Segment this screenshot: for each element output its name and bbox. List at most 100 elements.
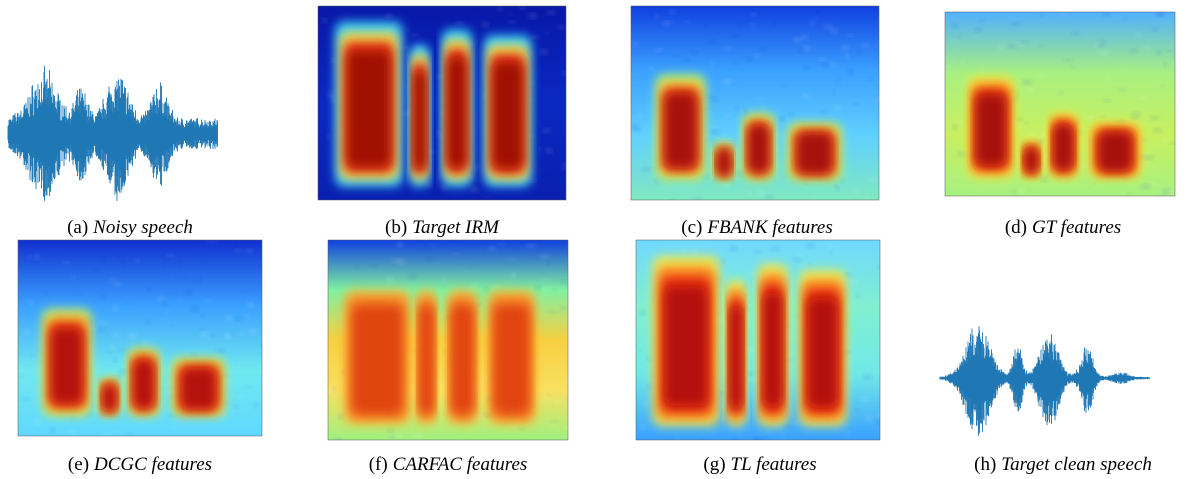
speckle xyxy=(68,430,75,434)
speckle xyxy=(757,190,764,196)
speckle xyxy=(34,255,39,260)
caption-title: Noisy speech xyxy=(93,217,193,238)
speckle xyxy=(1040,14,1043,18)
speckle xyxy=(804,66,810,71)
speckle xyxy=(535,286,541,290)
speckle xyxy=(143,340,150,344)
speckle xyxy=(1071,65,1075,68)
speckle xyxy=(1009,19,1017,22)
speckle xyxy=(736,170,742,176)
speckle xyxy=(190,353,197,357)
speckle xyxy=(971,35,980,37)
speckle xyxy=(389,197,393,200)
speckle xyxy=(540,254,548,258)
speckle xyxy=(544,32,549,34)
speckle xyxy=(773,22,777,26)
speckle xyxy=(483,375,490,380)
speckle xyxy=(194,254,203,257)
speckle xyxy=(538,400,547,403)
speckle xyxy=(327,51,333,56)
speckle xyxy=(1164,21,1171,23)
speckle xyxy=(733,62,739,65)
speckle xyxy=(166,258,170,262)
speckle xyxy=(161,272,169,275)
speckle xyxy=(338,414,343,419)
energy-region xyxy=(808,298,838,407)
speckle xyxy=(167,254,175,257)
speckle xyxy=(322,18,327,23)
waveform xyxy=(8,66,218,201)
speckle xyxy=(398,259,405,264)
speckle xyxy=(782,432,785,436)
speckle xyxy=(841,180,845,183)
caption-title: FBANK features xyxy=(707,217,832,238)
speckle xyxy=(865,415,872,421)
speckle xyxy=(113,358,117,362)
speckle xyxy=(50,427,55,432)
speckle xyxy=(1100,40,1106,43)
energy-region xyxy=(1054,125,1073,170)
speckle xyxy=(848,69,854,75)
speckle xyxy=(165,310,168,314)
speckle xyxy=(783,176,787,178)
speckle xyxy=(833,105,841,110)
speckle xyxy=(778,116,784,121)
speckle xyxy=(705,95,714,99)
caption: (b)Target IRM xyxy=(385,217,499,239)
speckle xyxy=(1026,87,1033,92)
speckle xyxy=(53,253,57,257)
speckle xyxy=(801,35,808,40)
speckle xyxy=(815,10,820,14)
speckle xyxy=(554,399,561,404)
speckle xyxy=(851,280,857,284)
speckle xyxy=(511,273,516,277)
speckle xyxy=(1160,84,1164,86)
energy-region xyxy=(797,133,832,174)
speckle xyxy=(809,263,813,265)
speckle xyxy=(386,276,393,282)
spectrogram xyxy=(318,6,570,203)
speckle xyxy=(951,175,958,177)
speckle xyxy=(663,21,672,26)
energy-region xyxy=(413,70,426,169)
speckle xyxy=(1023,79,1032,85)
speckle xyxy=(112,333,119,336)
speckle xyxy=(499,243,505,245)
speckle xyxy=(560,306,566,309)
energy-region xyxy=(353,306,402,413)
speckle xyxy=(815,16,818,19)
caption: (a)Noisy speech xyxy=(67,217,193,239)
speckle xyxy=(109,278,117,281)
speckle xyxy=(1060,91,1063,95)
speckle xyxy=(198,328,205,330)
speckle xyxy=(1041,133,1047,139)
speckle xyxy=(669,10,675,14)
speckle xyxy=(233,405,238,409)
speckle xyxy=(559,245,566,248)
speckle xyxy=(543,128,550,133)
speckle xyxy=(118,255,124,259)
speckle xyxy=(749,438,757,442)
speckle xyxy=(877,414,885,419)
speckle xyxy=(652,15,657,18)
speckle xyxy=(185,290,193,295)
speckle xyxy=(1140,122,1149,124)
speckle xyxy=(453,253,461,255)
energy-region xyxy=(730,306,742,408)
speckle xyxy=(634,127,641,132)
figure: (a)Noisy speech (b)Target IRM (c)FBANK f… xyxy=(0,0,1192,479)
speckle xyxy=(846,34,853,37)
speckle xyxy=(692,51,699,55)
speckle xyxy=(546,259,550,265)
speckle xyxy=(543,287,551,290)
speckle xyxy=(806,243,815,248)
caption-title: CARFAC features xyxy=(393,454,528,475)
speckle xyxy=(1092,183,1095,185)
speckle xyxy=(536,33,542,38)
speckle xyxy=(1163,138,1169,143)
speckle xyxy=(475,124,478,130)
speckle xyxy=(963,81,967,85)
speckle xyxy=(168,293,177,295)
speckle xyxy=(371,264,378,268)
speckle xyxy=(753,380,757,385)
